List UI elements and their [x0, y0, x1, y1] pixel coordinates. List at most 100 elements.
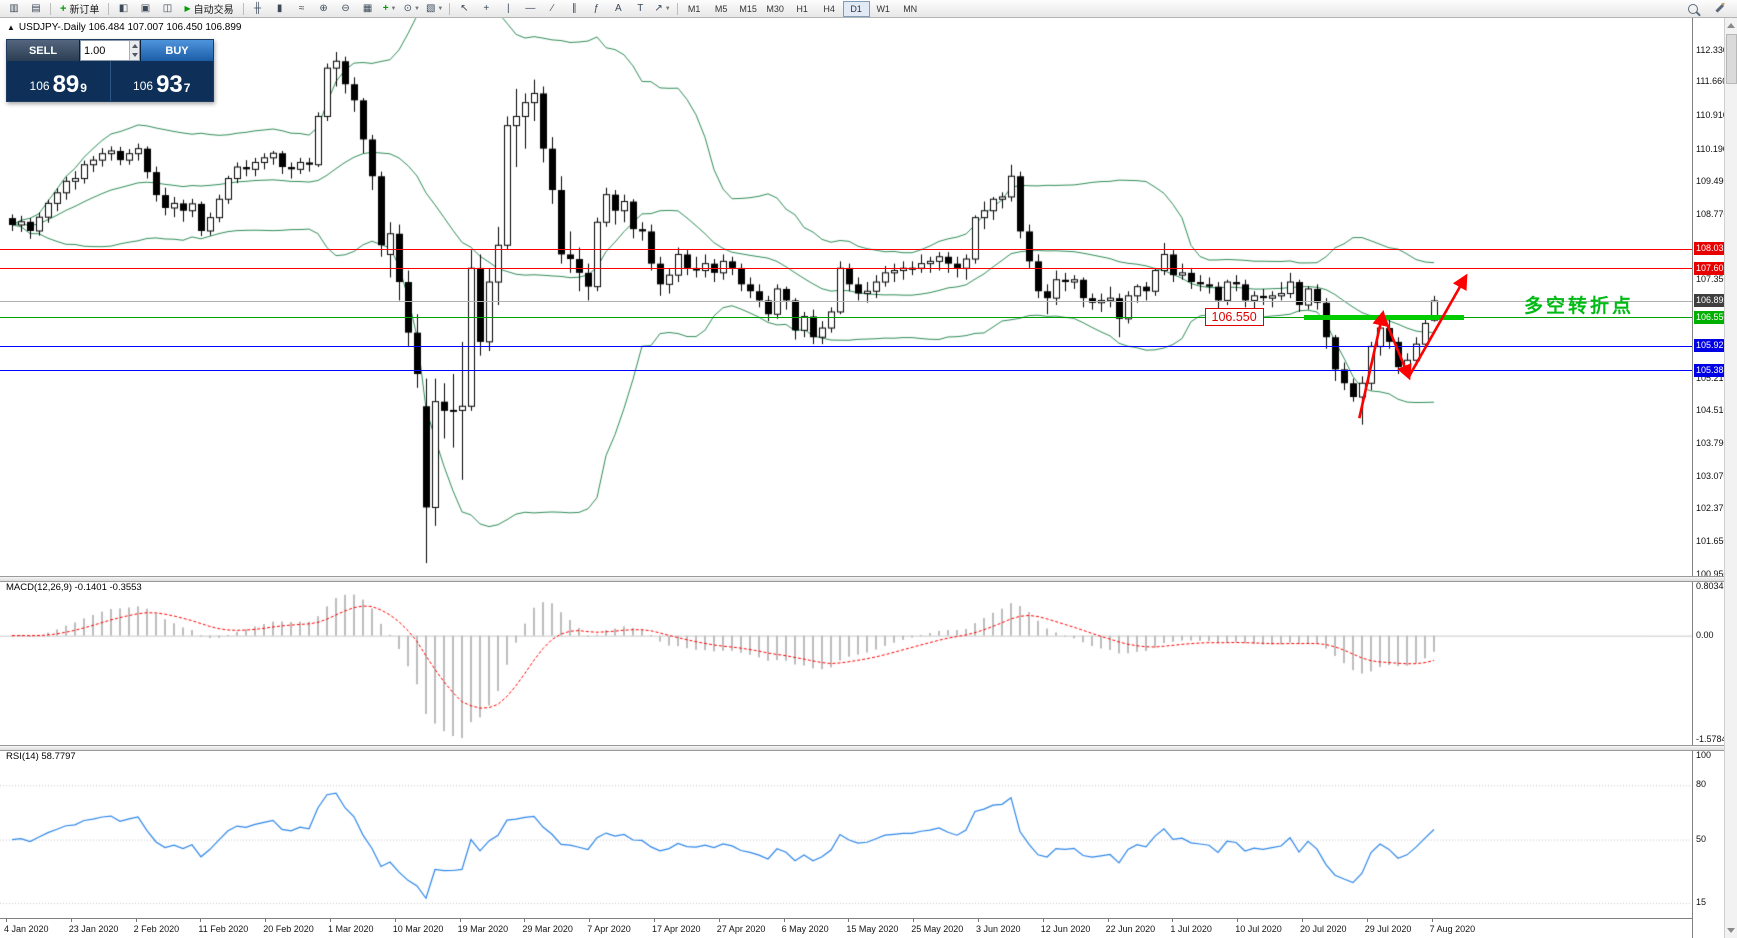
time-tick [200, 919, 202, 922]
toolbar: ▥ ▤ + 新订单 ◧ ▣ ◫ ▶ 自动交易 ╫ ▮ ≈ ⊕ ⊖ ▦ + ▼ ⊙ ▼ ▧ ▼ ↖ + | — ∕ ∥ ƒ A T ↗ ▼ M1 M… [0, 0, 1737, 18]
toolbar-separator [676, 2, 678, 15]
price-tag-107.605: 107.605 [1694, 261, 1729, 275]
price-scale[interactable]: 112.330 111.660 110.910 110.190 109.490 108.7… [1692, 18, 1729, 938]
volume-up-button[interactable] [130, 41, 139, 51]
new-order-button[interactable]: + 新订单 [54, 0, 105, 17]
rsi-scale-label: 80 [1696, 779, 1707, 790]
macd-scale-label: -1.5784 [1696, 734, 1727, 744]
turning-point-annotation[interactable]: 多空转折点 [1524, 295, 1635, 317]
price-scale-label: 103.790 [1696, 437, 1729, 448]
time-tick [978, 919, 979, 922]
fibonacci-button[interactable]: ƒ [593, 3, 600, 14]
time-tick [1302, 919, 1303, 922]
time-scale[interactable]: 4 Jan 2020 23 Jan 2020 2 Feb 2020 11 Feb 20… [0, 918, 1692, 938]
buy-price-display: 106 93 7 [111, 61, 214, 101]
price-scale-label: 109.490 [1696, 175, 1729, 186]
time-axis-label: 1 Mar 2020 [328, 924, 374, 934]
scroll-up-arrow-icon[interactable] [1727, 23, 1735, 28]
search-button[interactable] [1682, 0, 1704, 17]
time-axis-label: 25 May 2020 [911, 924, 964, 934]
volume-stepper [129, 41, 139, 60]
periods-button[interactable]: ⊙ ▼ [403, 3, 420, 14]
toolbar-separator [449, 2, 451, 15]
timeframe-m30-button[interactable]: M30 [766, 3, 784, 14]
zoom-in-button[interactable]: ⊕ [319, 3, 328, 14]
price-tag-108.035: 108.035 [1694, 242, 1729, 256]
vertical-line-button[interactable]: | [507, 3, 510, 14]
sell-price-prefix: 106 [29, 79, 50, 93]
level-line-105.388[interactable] [0, 370, 1692, 371]
candlestick-chart-button[interactable]: ▮ [276, 3, 283, 14]
templates-button[interactable]: ▧ ▼ [425, 3, 444, 14]
timeframe-m15-button[interactable]: M15 [739, 3, 757, 14]
time-axis-label: 4 Jan 2020 [4, 924, 49, 934]
time-tick [70, 919, 72, 922]
scrollbar-thumb[interactable] [1726, 34, 1737, 84]
level-line-106.550[interactable] [0, 317, 1692, 318]
terminal-button[interactable]: ◫ [162, 3, 173, 14]
trend-line-button[interactable]: ∕ [551, 3, 554, 14]
timeframe-h4-button[interactable]: H4 [823, 3, 835, 14]
market-watch-button[interactable]: ◧ [118, 3, 129, 14]
arrow-objects-button[interactable]: ↗ ▼ [654, 3, 671, 14]
text-label-button[interactable]: T [637, 3, 644, 14]
line-chart-button[interactable]: ≈ [298, 3, 305, 14]
buy-price-pipette: 7 [183, 81, 191, 95]
chevron-down-icon: ▼ [437, 5, 444, 12]
time-axis-label: 10 Jul 2020 [1235, 924, 1282, 934]
timeframe-mn-button[interactable]: MN [903, 3, 918, 14]
indicators-button[interactable]: + ▼ [382, 3, 397, 14]
chart-profiles-button[interactable]: ▤ [31, 3, 41, 14]
pivot-thick-line[interactable] [1303, 315, 1464, 320]
crosshair-button[interactable]: + [483, 3, 490, 14]
channel-button[interactable]: ∥ [571, 3, 577, 14]
time-axis-label: 20 Jul 2020 [1300, 924, 1347, 934]
timeframe-h1-button[interactable]: H1 [796, 3, 808, 14]
price-chart-canvas[interactable] [0, 0, 1692, 938]
play-icon: ▶ [184, 4, 191, 13]
level-line-108.035[interactable] [0, 249, 1692, 250]
quick-edit-button[interactable] [1708, 0, 1730, 17]
level-line-107.605[interactable] [0, 268, 1692, 269]
text-button[interactable]: A [615, 3, 622, 14]
level-line-105.926[interactable] [0, 346, 1692, 347]
pane-splitter-rsi[interactable] [0, 745, 1724, 751]
sell-button[interactable]: SELL [7, 40, 80, 61]
level-line-106.899[interactable] [0, 301, 1692, 302]
price-level-annotation[interactable]: 106.550 [1204, 308, 1264, 326]
scroll-down-arrow-icon[interactable] [1727, 928, 1735, 933]
sell-price-display: 106 89 9 [7, 61, 110, 101]
price-tag-106.550: 106.550 [1694, 310, 1729, 324]
chevron-down-icon: ▼ [390, 5, 397, 12]
price-scale-label: 101.650 [1696, 536, 1729, 547]
time-axis-label: 2 Feb 2020 [133, 924, 180, 934]
buy-button[interactable]: BUY [140, 40, 213, 61]
horizontal-line-button[interactable]: — [525, 3, 536, 14]
time-axis-label: 29 Mar 2020 [522, 924, 573, 934]
rsi-scale-label: 50 [1696, 833, 1707, 844]
auto-trading-button[interactable]: ▶ 自动交易 [178, 0, 239, 17]
search-icon [1688, 3, 1698, 14]
tile-windows-button[interactable]: ▦ [362, 3, 373, 14]
bar-chart-button[interactable]: ╫ [254, 3, 262, 14]
macd-scale-label: 0.8034 [1696, 581, 1724, 591]
timeframe-m1-button[interactable]: M1 [687, 3, 701, 14]
volume-input[interactable] [81, 41, 129, 60]
navigator-button[interactable]: ▣ [140, 3, 151, 14]
time-tick [783, 919, 785, 922]
time-tick [135, 919, 137, 922]
pane-splitter-macd[interactable] [0, 576, 1724, 582]
cursor-button[interactable]: ↖ [460, 3, 469, 14]
new-chart-button[interactable]: ▥ [9, 3, 19, 14]
chevron-down-icon: ▼ [413, 5, 420, 12]
trade-panel-prices: 106 89 9 106 93 7 [7, 61, 213, 101]
volume-down-button[interactable] [130, 50, 139, 60]
timeframe-w1-button[interactable]: W1 [876, 3, 890, 14]
time-axis-label: 20 Feb 2020 [263, 924, 314, 934]
zoom-out-button[interactable]: ⊖ [341, 3, 350, 14]
timeframe-d1-button[interactable]: D1 [842, 0, 870, 17]
timeframe-m5-button[interactable]: M5 [714, 3, 728, 14]
time-axis-label: 29 Jul 2020 [1364, 924, 1412, 934]
vertical-scrollbar [1724, 18, 1737, 938]
